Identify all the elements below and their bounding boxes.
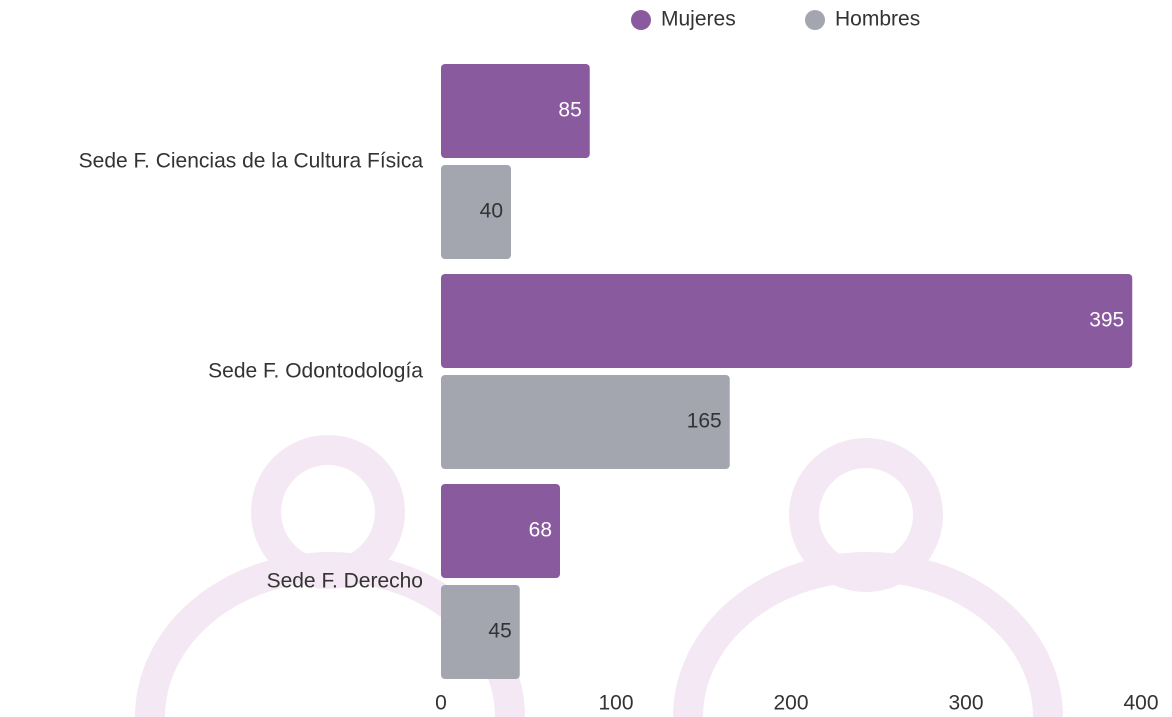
data-label: 165 — [687, 410, 722, 433]
bar — [441, 274, 1133, 368]
x-tick-label: 300 — [948, 692, 983, 715]
bar — [441, 64, 590, 158]
legend-label: Mujeres — [661, 8, 736, 31]
data-label: 68 — [529, 519, 552, 542]
bar — [441, 165, 511, 259]
data-label: 40 — [480, 200, 503, 223]
legend-marker — [805, 10, 825, 30]
legend-marker — [631, 10, 651, 30]
bar — [441, 375, 730, 469]
x-tick-label: 0 — [435, 692, 447, 715]
legend-label: Hombres — [835, 8, 920, 31]
x-tick-label: 200 — [773, 692, 808, 715]
y-tick-label: Sede F. Derecho — [267, 570, 423, 593]
x-tick-label: 400 — [1123, 692, 1158, 715]
data-label: 45 — [488, 620, 511, 643]
y-tick-label: Sede F. Odontodología — [208, 360, 423, 383]
data-label: 395 — [1089, 309, 1124, 332]
x-tick-label: 100 — [598, 692, 633, 715]
bar — [441, 484, 560, 578]
bar — [441, 585, 520, 679]
y-tick-label: Sede F. Ciencias de la Cultura Física — [79, 150, 424, 173]
data-label: 85 — [558, 99, 581, 122]
